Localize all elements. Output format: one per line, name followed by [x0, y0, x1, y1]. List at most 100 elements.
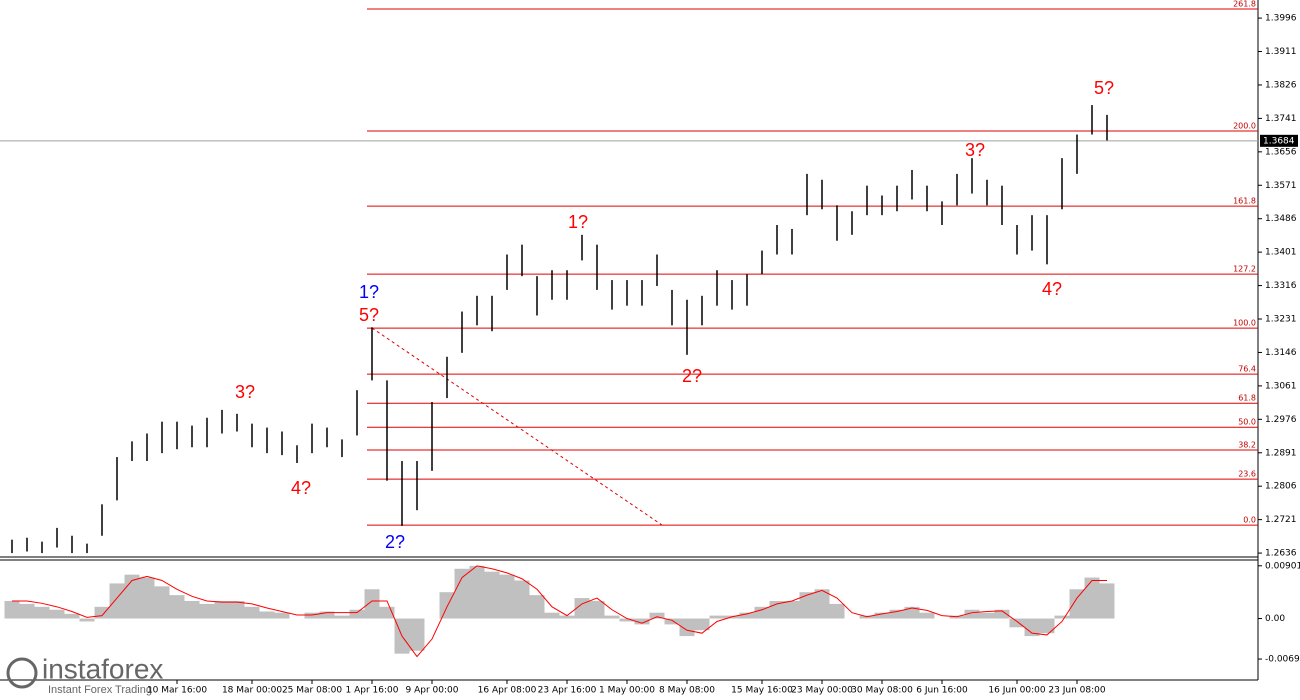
histogram-bar — [589, 600, 605, 619]
histogram-bar — [64, 613, 80, 619]
histogram-bar — [19, 603, 35, 619]
y-tick-label: -0.00692 — [1265, 655, 1300, 665]
logo-text: instaforex — [42, 653, 163, 684]
x-tick-label: 6 Jun 16:00 — [916, 686, 968, 696]
signal-line — [12, 565, 1107, 658]
x-tick-label: 1 Apr 16:00 — [346, 686, 399, 696]
histogram-bar — [199, 603, 215, 619]
y-tick-label: 1.2806 — [1265, 482, 1297, 492]
histogram-bar — [364, 589, 380, 619]
y-tick-label: 1.3316 — [1265, 281, 1297, 291]
histogram-bar — [664, 618, 680, 625]
x-tick-label: 10 Mar 16:00 — [147, 686, 207, 696]
y-tick-label: 1.3061 — [1265, 381, 1297, 391]
histogram-bar — [1024, 618, 1040, 637]
histogram-bar — [304, 612, 320, 619]
histogram-bar — [829, 603, 845, 619]
y-tick-label: 1.2636 — [1265, 549, 1297, 559]
histogram-bar — [1084, 577, 1100, 619]
histogram-bar — [694, 618, 710, 631]
wave-label: 4? — [1042, 279, 1062, 299]
histogram-bar — [799, 592, 815, 619]
histogram-bar — [784, 600, 800, 619]
y-tick-label: 1.3656 — [1265, 147, 1297, 157]
x-tick-label: 23 Jun 08:00 — [1048, 686, 1105, 696]
x-tick-label: 15 May 16:00 — [731, 686, 793, 696]
wave-label: 5? — [359, 305, 379, 325]
histogram-bar — [574, 598, 590, 619]
wave-label: 3? — [235, 382, 255, 402]
y-tick-label: 1.3911 — [1265, 47, 1297, 57]
histogram-bar — [154, 586, 170, 619]
histogram-bar — [754, 606, 770, 619]
histogram-bar — [679, 618, 695, 637]
histogram-bar — [544, 612, 560, 619]
fib-label: 0.0 — [1243, 516, 1256, 525]
y-tick-label: 1.3996 — [1265, 14, 1297, 24]
histogram-bar — [634, 618, 650, 625]
histogram-bar — [1054, 615, 1070, 619]
histogram-bar — [319, 611, 335, 619]
fib-label: 100.0 — [1233, 319, 1256, 328]
histogram-bar — [79, 618, 95, 622]
histogram-bar — [619, 618, 635, 622]
histogram-bar — [259, 611, 275, 619]
y-tick-label: 1.3486 — [1265, 214, 1297, 224]
y-tick-label: 1.3231 — [1265, 315, 1297, 325]
fib-label: 76.4 — [1238, 365, 1256, 374]
fib-label: 200.0 — [1233, 121, 1256, 130]
histogram-bar — [919, 612, 935, 619]
histogram-bar — [1009, 618, 1025, 628]
current-price-box — [1260, 134, 1298, 147]
histogram-bar — [94, 606, 110, 619]
fib-label: 38.2 — [1238, 441, 1256, 450]
x-tick-label: 16 Jun 00:00 — [988, 686, 1045, 696]
histogram-bar — [709, 615, 725, 619]
y-tick-label: 1.3741 — [1265, 114, 1297, 124]
logo-icon — [6, 657, 38, 689]
histogram-bar — [889, 609, 905, 619]
histogram-bar — [469, 565, 485, 619]
histogram-bar — [379, 606, 395, 619]
histogram-bar — [49, 609, 65, 619]
histogram-bar — [334, 615, 350, 619]
y-tick-label: 1.3146 — [1265, 348, 1297, 358]
y-tick-label: 1.2721 — [1265, 515, 1297, 525]
y-tick-label: 1.3401 — [1265, 248, 1297, 258]
fib-label: 23.6 — [1238, 470, 1256, 479]
x-tick-label: 16 Apr 08:00 — [478, 686, 537, 696]
y-tick-label: 1.2891 — [1265, 448, 1297, 458]
fib-label: 127.2 — [1233, 265, 1256, 274]
histogram-bar — [994, 609, 1010, 619]
histogram-bar — [814, 589, 830, 619]
wave-label: 2? — [682, 366, 702, 386]
histogram-bar — [1099, 583, 1115, 619]
y-tick-label: 1.3826 — [1265, 80, 1297, 90]
histogram-bar — [409, 618, 425, 651]
wave-label: 2? — [385, 532, 405, 552]
y-tick-label: 0.00901 — [1265, 561, 1300, 571]
wave-label: 1? — [568, 212, 588, 232]
wave-label: 4? — [291, 478, 311, 498]
trend-line — [371, 327, 663, 526]
wave-label: 5? — [1094, 78, 1114, 98]
x-tick-label: 23 May 00:00 — [791, 686, 853, 696]
histogram-bar — [169, 595, 185, 619]
histogram-bar — [1039, 618, 1055, 634]
histogram-bar — [4, 600, 20, 619]
histogram-bar — [349, 609, 365, 619]
y-tick-label: 1.3571 — [1265, 181, 1297, 191]
wave-label: 1? — [359, 282, 379, 302]
histogram-bar — [229, 600, 245, 619]
histogram-bar — [274, 612, 290, 619]
current-price-label: 1.3684 — [1263, 136, 1295, 146]
histogram-bar — [184, 600, 200, 619]
fib-label: 61.8 — [1238, 394, 1256, 403]
logo-subtext: Instant Forex Trading — [48, 684, 152, 696]
wave-label: 3? — [965, 140, 985, 160]
histogram-bar — [559, 615, 575, 619]
histogram-bar — [484, 571, 500, 619]
histogram-bar — [979, 612, 995, 619]
